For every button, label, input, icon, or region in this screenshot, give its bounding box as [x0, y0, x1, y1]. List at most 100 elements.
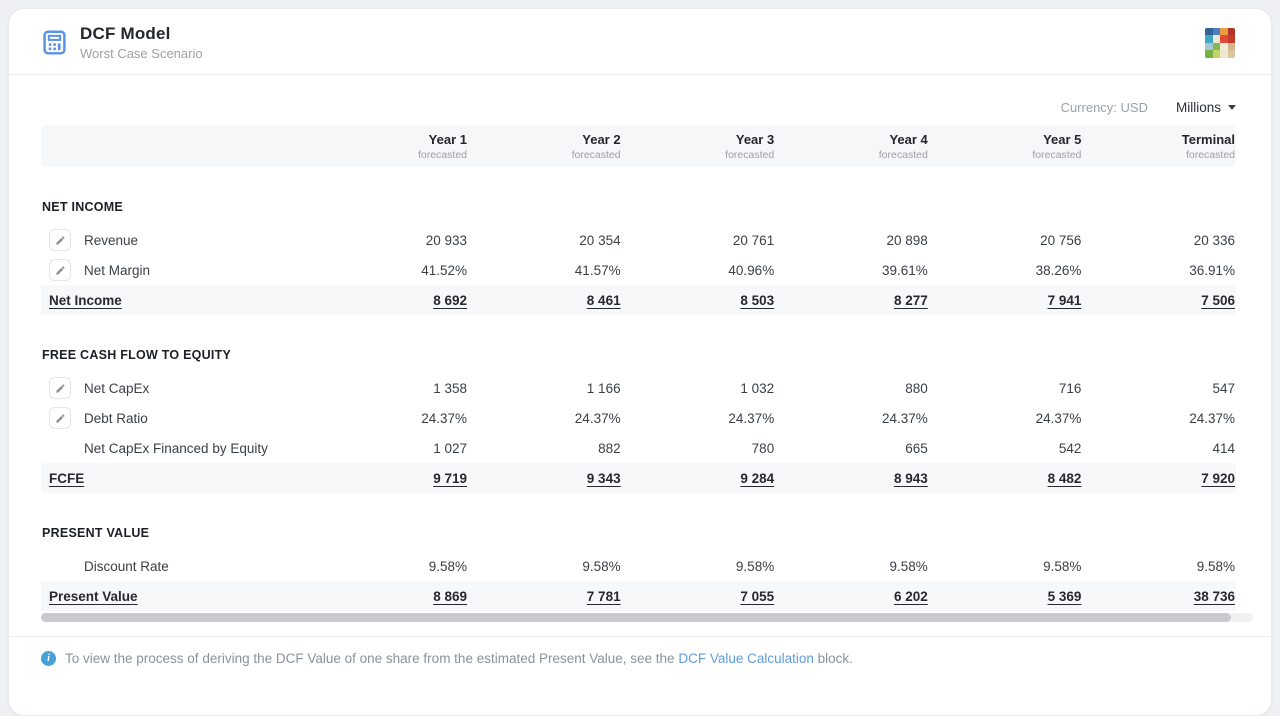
- row-label: Net CapEx: [84, 380, 150, 396]
- row-label-cell: Net CapEx: [41, 377, 314, 399]
- value-cell: 41.57%: [574, 262, 621, 278]
- footer-note: i To view the process of deriving the DC…: [9, 637, 1271, 686]
- table-row-discount-rate: Discount Rate 9.58% 9.58% 9.58% 9.58% 9.58% 9.…: [41, 551, 1236, 581]
- footer-note-text: To view the process of deriving the DCF …: [65, 649, 853, 668]
- value-cell: 36.91%: [1189, 262, 1235, 278]
- logo-tile: [1205, 27, 1213, 35]
- row-label: FCFE: [49, 470, 85, 486]
- chevron-down-icon: [1228, 104, 1236, 110]
- page: DCF Model Worst Case Scenario Currency: …: [8, 8, 1272, 716]
- value-cell: 7 781: [586, 588, 621, 604]
- section-title: FREE CASH FLOW TO EQUITY: [42, 348, 232, 362]
- column-sublabel: forecasted: [725, 149, 775, 161]
- column-header-terminal: Terminal forecasted: [1082, 131, 1236, 162]
- value-cell: 8 503: [740, 292, 775, 308]
- scrollbar-thumb[interactable]: [41, 613, 1232, 622]
- value-cell: 24.37%: [1189, 410, 1235, 426]
- value-cell: 9.58%: [1043, 558, 1082, 574]
- value-cell: 9.58%: [428, 558, 467, 574]
- value-cell: 9.58%: [1196, 558, 1235, 574]
- column-header-year-2: Year 2 forecasted: [468, 131, 622, 162]
- row-label-cell: Present Value: [41, 589, 314, 604]
- value-cell: 24.37%: [728, 410, 775, 426]
- row-label: Discount Rate: [84, 558, 169, 574]
- logo-tile: [1205, 35, 1213, 43]
- value-cell: 24.37%: [574, 410, 621, 426]
- value-cell: 41.52%: [421, 262, 467, 278]
- table-row-net-income: Net Income 8 692 8 461 8 503 8 277 7 941 7 506: [41, 285, 1236, 315]
- page-title: DCF Model: [80, 24, 171, 43]
- logo-tile: [1220, 35, 1228, 43]
- unit-dropdown[interactable]: Millions: [1176, 100, 1236, 115]
- table-sections: NET INCOME Revenue 20 933 20 354 20 761 20 89…: [41, 199, 1236, 611]
- value-cell: 7 920: [1201, 470, 1235, 486]
- row-label-cell: Net Income: [41, 293, 314, 308]
- table-row-present-value: Present Value 8 869 7 781 7 055 6 202 5 369 38…: [41, 581, 1236, 611]
- value-cell: 20 756: [1040, 232, 1082, 248]
- column-header-year-3: Year 3 forecasted: [622, 131, 776, 162]
- value-cell: 8 461: [586, 292, 621, 308]
- row-label: Net Income: [49, 292, 122, 308]
- logo-tile: [1220, 27, 1228, 35]
- table-row-revenue: Revenue 20 933 20 354 20 761 20 898 20 756 20 …: [41, 225, 1236, 255]
- logo-tile: [1212, 35, 1220, 43]
- value-cell: 20 761: [732, 232, 775, 248]
- logo-tile: [1227, 50, 1235, 58]
- value-cell: 9 284: [740, 470, 775, 486]
- logo-tile: [1220, 42, 1228, 50]
- value-cell: 542: [1058, 440, 1082, 456]
- dcf-table: Year 1 forecasted Year 2 forecasted Year 3 fo…: [9, 117, 1271, 611]
- footer-divider: [9, 636, 1271, 637]
- table-row-debt-ratio: Debt Ratio 24.37% 24.37% 24.37% 24.37% 24.37%…: [41, 403, 1236, 433]
- column-label: Year 3: [735, 132, 775, 147]
- dcf-value-calculation-link[interactable]: DCF Value Calculation: [678, 651, 814, 666]
- value-cell: 414: [1212, 440, 1235, 456]
- dcf-model-card: DCF Model Worst Case Scenario Currency: …: [8, 8, 1272, 716]
- logo-tile: [1212, 42, 1220, 50]
- logo-tile: [1227, 27, 1235, 35]
- row-label: Net Margin: [84, 262, 151, 278]
- table-row-net-capex: Net CapEx 1 358 1 166 1 032 880 716 547: [41, 373, 1236, 403]
- section-title: PRESENT VALUE: [42, 526, 150, 540]
- logo-tile: [1227, 42, 1235, 50]
- column-header-row: Year 1 forecasted Year 2 forecasted Year 3 fo…: [41, 125, 1236, 167]
- row-label-cell: Net CapEx Financed by Equity: [41, 441, 314, 456]
- row-label-cell: Debt Ratio: [41, 407, 314, 429]
- page-subtitle: Worst Case Scenario: [80, 46, 203, 61]
- logo-tile: [1227, 35, 1235, 43]
- note-text-after: block.: [813, 651, 853, 666]
- edit-pencil-button[interactable]: [49, 229, 71, 251]
- column-label: Terminal: [1181, 132, 1235, 147]
- value-cell: 24.37%: [882, 410, 928, 426]
- title-block: DCF Model Worst Case Scenario: [80, 24, 203, 61]
- value-cell: 38 736: [1193, 588, 1235, 604]
- column-sublabel: forecasted: [571, 149, 621, 161]
- company-logo-icon: [1205, 27, 1235, 58]
- column-label: Year 2: [582, 132, 621, 147]
- value-cell: 8 277: [894, 292, 928, 308]
- value-cell: 1 027: [433, 440, 467, 456]
- value-cell: 9 719: [433, 470, 467, 486]
- value-cell: 38.26%: [1035, 262, 1082, 278]
- value-cell: 716: [1058, 380, 1082, 396]
- row-label-cell: FCFE: [41, 471, 314, 486]
- table-row-fcfe: FCFE 9 719 9 343 9 284 8 943 8 482 7 920: [41, 463, 1236, 493]
- column-sublabel: forecasted: [417, 149, 467, 161]
- card-header: DCF Model Worst Case Scenario: [9, 9, 1271, 75]
- edit-pencil-button[interactable]: [49, 259, 71, 281]
- section-present-value: PRESENT VALUE Discount Rate 9.58% 9.58% 9.58…: [41, 525, 1236, 611]
- logo-tile: [1220, 50, 1228, 58]
- row-label-cell: Discount Rate: [41, 559, 314, 574]
- value-cell: 1 358: [433, 380, 467, 396]
- value-cell: 20 898: [886, 232, 928, 248]
- value-cell: 40.96%: [728, 262, 775, 278]
- value-cell: 20 336: [1193, 232, 1235, 248]
- logo-tile: [1212, 27, 1220, 35]
- column-label: Year 1: [428, 132, 467, 147]
- info-icon: i: [41, 651, 56, 666]
- edit-pencil-button[interactable]: [49, 377, 71, 399]
- value-cell: 882: [598, 440, 621, 456]
- column-header-year-1: Year 1 forecasted: [314, 131, 468, 162]
- edit-pencil-button[interactable]: [49, 407, 71, 429]
- value-cell: 880: [905, 380, 928, 396]
